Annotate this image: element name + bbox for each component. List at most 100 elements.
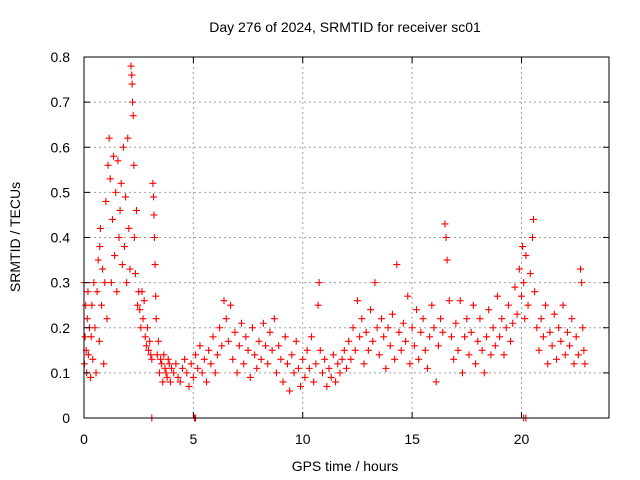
data-point <box>151 261 159 269</box>
data-point <box>123 279 131 287</box>
data-point <box>345 337 353 345</box>
data-point <box>87 373 95 381</box>
data-point <box>146 337 154 345</box>
data-point <box>340 346 348 354</box>
x-tick-label: 20 <box>514 431 530 447</box>
data-point <box>124 134 132 142</box>
data-point <box>458 369 466 377</box>
data-point <box>118 261 126 269</box>
y-tick-label: 0.8 <box>51 49 71 65</box>
data-point <box>187 360 195 368</box>
data-point <box>112 188 120 196</box>
data-point <box>114 157 122 165</box>
data-point <box>336 369 344 377</box>
y-tick-label: 0 <box>62 410 70 426</box>
y-tick-label: 0.1 <box>51 365 71 381</box>
data-point <box>301 373 309 381</box>
data-point <box>413 306 420 314</box>
data-point <box>136 306 144 314</box>
data-point <box>382 364 390 372</box>
data-point <box>145 346 153 354</box>
data-point <box>154 337 162 345</box>
data-point <box>310 378 318 386</box>
data-point <box>402 337 410 345</box>
data-point <box>578 279 586 287</box>
data-point <box>161 364 169 372</box>
data-point <box>469 301 477 309</box>
data-point <box>487 351 495 359</box>
data-point <box>338 355 346 363</box>
data-point <box>216 324 224 332</box>
data-point <box>101 279 109 287</box>
data-point <box>229 355 237 363</box>
data-point <box>213 351 221 359</box>
data-point <box>82 301 90 309</box>
data-point <box>130 234 138 241</box>
data-point <box>244 346 252 354</box>
data-point <box>521 315 529 323</box>
data-point <box>176 378 184 386</box>
data-point <box>111 252 119 260</box>
data-point <box>442 234 450 241</box>
data-point <box>128 80 136 88</box>
data-point <box>205 346 213 354</box>
data-point <box>128 71 136 79</box>
data-point <box>104 161 112 169</box>
data-point <box>581 360 589 368</box>
data-point <box>428 301 436 309</box>
data-point <box>535 346 543 354</box>
data-point <box>181 355 189 363</box>
data-point <box>579 324 587 332</box>
data-point <box>531 288 539 296</box>
data-point <box>253 364 261 372</box>
data-point <box>168 364 175 372</box>
data-point <box>386 342 394 350</box>
data-point <box>192 351 200 359</box>
data-point <box>498 315 506 323</box>
data-point <box>96 224 104 232</box>
data-point <box>461 333 469 341</box>
data-point <box>577 265 585 273</box>
data-point <box>546 328 554 336</box>
data-point <box>198 369 206 377</box>
data-point <box>504 301 512 309</box>
data-point <box>353 297 361 305</box>
data-point <box>430 324 438 332</box>
data-point <box>325 364 333 372</box>
data-point <box>426 333 434 341</box>
data-point <box>362 328 370 336</box>
data-point <box>539 333 547 341</box>
data-point <box>334 360 342 368</box>
y-tick-label: 0.3 <box>51 275 71 291</box>
x-axis-label: GPS time / hours <box>292 458 399 474</box>
data-point <box>127 62 135 70</box>
data-point <box>417 328 425 336</box>
data-point <box>238 319 245 327</box>
data-point <box>452 319 460 327</box>
data-point <box>557 337 565 345</box>
data-point <box>220 297 228 305</box>
data-point <box>454 346 462 354</box>
data-point <box>172 360 180 368</box>
data-point <box>233 369 241 377</box>
y-tick-label: 0.6 <box>51 139 71 155</box>
data-point <box>308 333 315 341</box>
chart-title: Day 276 of 2024, SRMTID for receiver sc0… <box>209 19 481 35</box>
data-point <box>152 292 160 300</box>
data-point <box>574 351 582 359</box>
data-point <box>126 265 134 273</box>
data-point <box>314 301 322 309</box>
data-point <box>100 360 108 368</box>
data-point <box>224 337 232 345</box>
y-tick-label: 0.2 <box>51 320 71 336</box>
data-point <box>150 234 158 241</box>
data-point <box>155 369 163 377</box>
data-point <box>550 310 558 318</box>
data-point <box>102 197 110 205</box>
data-point <box>242 333 250 341</box>
data-point <box>119 143 127 151</box>
data-point <box>443 256 451 264</box>
data-point <box>211 369 219 377</box>
data-point <box>480 369 488 377</box>
data-point <box>408 324 416 332</box>
